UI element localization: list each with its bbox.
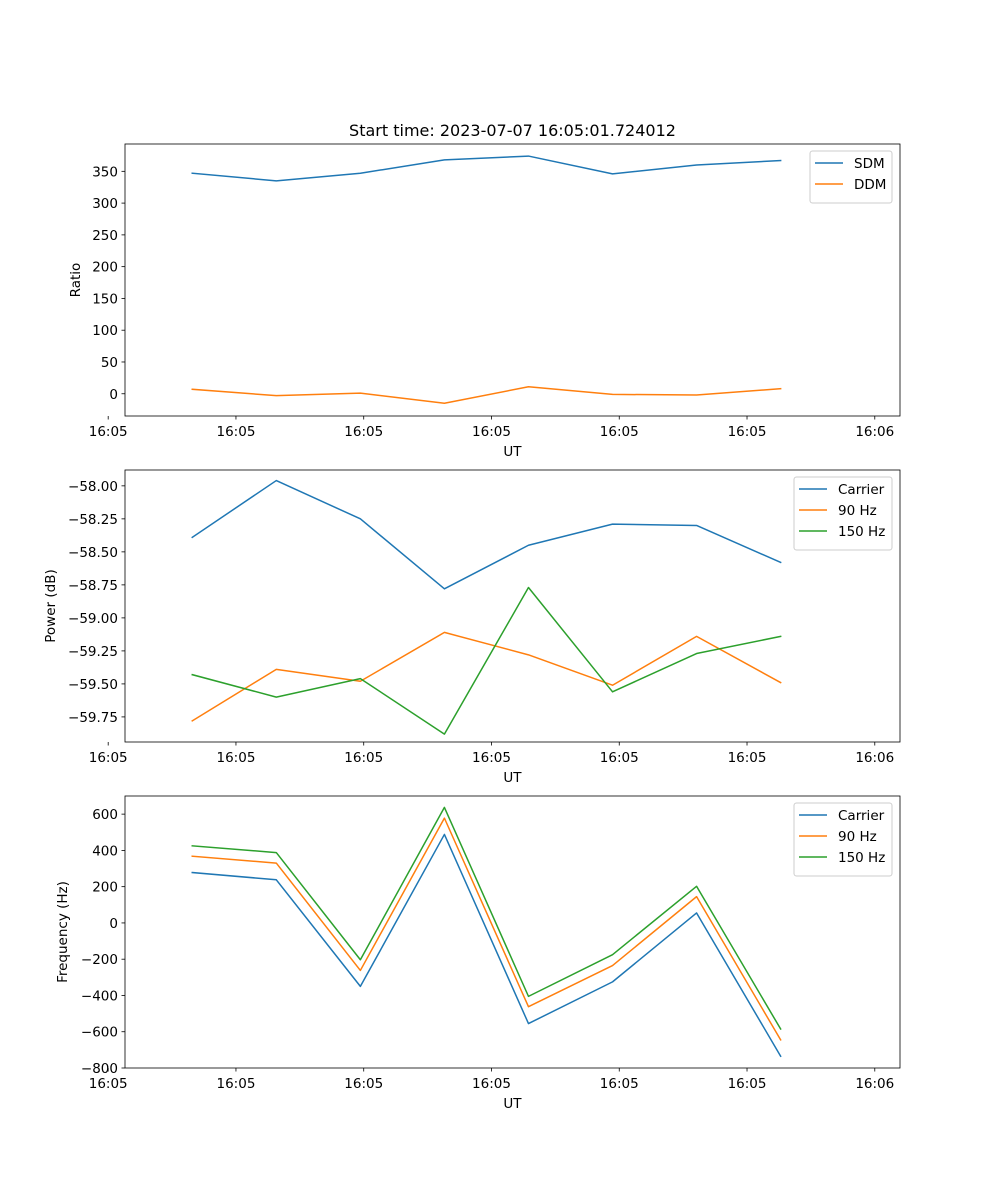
series-line-carrier	[191, 833, 782, 1058]
legend-box	[809, 150, 893, 204]
y-axis-label: Power (dB)	[43, 569, 59, 642]
x-tick-label: 16:05	[728, 750, 767, 766]
y-tick-label: 0	[109, 916, 118, 932]
y-tick-label: −58.50	[68, 545, 118, 561]
series-line-150-hz	[191, 586, 782, 735]
y-tick-label: 100	[92, 323, 118, 339]
legend: SDM DDM	[809, 150, 893, 204]
y-tick-label: 350	[92, 164, 118, 180]
y-axis-label: Frequency (Hz)	[55, 881, 71, 983]
x-tick-label: 16:06	[855, 424, 894, 440]
legend-label-90-hz: 90 Hz	[838, 829, 877, 845]
x-tick-label: 16:06	[855, 750, 894, 766]
y-tick-label: −600	[81, 1025, 118, 1041]
y-tick-label: −58.25	[68, 512, 118, 528]
legend: Carrier 90 Hz 150 Hz	[793, 802, 893, 877]
x-tick-label: 16:05	[217, 1076, 256, 1092]
series-line-90-hz	[191, 631, 782, 722]
x-tick-label: 16:05	[728, 1076, 767, 1092]
legend: Carrier 90 Hz 150 Hz	[793, 476, 893, 551]
series-line-sdm	[191, 155, 782, 182]
x-tick-label: 16:05	[472, 750, 511, 766]
y-tick-label: −59.00	[68, 611, 118, 627]
y-tick-label: −200	[81, 952, 118, 968]
legend-label-150-hz: 150 Hz	[838, 850, 885, 866]
ratio-chart: 16:05 16:05 16:05 16:05 16:05 16:05 16:06 0 50 10…	[68, 121, 901, 460]
x-tick-label: 16:05	[472, 424, 511, 440]
y-tick-label: 50	[101, 355, 118, 371]
legend-label-carrier: Carrier	[838, 482, 885, 498]
x-tick-label: 16:05	[344, 1076, 383, 1092]
x-tick-label: 16:05	[728, 424, 767, 440]
y-tick-label: −59.50	[68, 677, 118, 693]
series-line-ddm	[191, 386, 782, 405]
series-line-90-hz	[191, 817, 782, 1041]
y-tick-label: 600	[92, 807, 118, 823]
legend-label-carrier: Carrier	[838, 808, 885, 824]
y-tick-label: −800	[81, 1061, 118, 1077]
x-tick-label: 16:05	[472, 1076, 511, 1092]
chart-title: Start time: 2023-07-07 16:05:01.724012	[349, 121, 676, 140]
y-tick-label: −59.75	[68, 710, 118, 726]
axes-frame	[124, 143, 901, 417]
x-tick-label: 16:05	[89, 750, 128, 766]
x-tick-label: 16:05	[600, 424, 639, 440]
x-axis-label: UT	[503, 1096, 522, 1112]
x-tick-label: 16:05	[600, 1076, 639, 1092]
power-chart: 16:05 16:05 16:05 16:05 16:05 16:05 16:06 −59.7…	[43, 469, 901, 786]
y-tick-label: 150	[92, 291, 118, 307]
y-tick-label: 300	[92, 196, 118, 212]
x-tick-label: 16:05	[217, 424, 256, 440]
y-tick-label: −58.75	[68, 578, 118, 594]
x-tick-label: 16:05	[600, 750, 639, 766]
frequency-chart: 16:05 16:05 16:05 16:05 16:05 16:05 16:06 −800 −…	[55, 795, 901, 1112]
legend-label-ddm: DDM	[854, 177, 886, 193]
series-line-carrier	[191, 479, 782, 590]
legend-label-150-hz: 150 Hz	[838, 524, 885, 540]
y-tick-label: 200	[92, 880, 118, 896]
legend-label-90-hz: 90 Hz	[838, 503, 877, 519]
x-tick-label: 16:05	[89, 1076, 128, 1092]
x-tick-label: 16:05	[89, 424, 128, 440]
y-tick-label: 250	[92, 228, 118, 244]
x-tick-label: 16:05	[344, 424, 383, 440]
x-tick-label: 16:05	[344, 750, 383, 766]
y-tick-label: −58.00	[68, 479, 118, 495]
x-axis-label: UT	[503, 770, 522, 786]
x-tick-label: 16:06	[855, 1076, 894, 1092]
series-line-150-hz	[191, 806, 782, 1031]
y-axis-label: Ratio	[68, 263, 84, 298]
x-axis-label: UT	[503, 444, 522, 460]
axes-frame	[124, 795, 901, 1069]
legend-label-sdm: SDM	[854, 156, 885, 172]
y-tick-label: 400	[92, 843, 118, 859]
x-tick-label: 16:05	[217, 750, 256, 766]
y-tick-label: −400	[81, 988, 118, 1004]
y-tick-label: 200	[92, 260, 118, 276]
axes-frame	[124, 469, 901, 743]
y-tick-label: −59.25	[68, 644, 118, 660]
y-tick-label: 0	[109, 387, 118, 403]
